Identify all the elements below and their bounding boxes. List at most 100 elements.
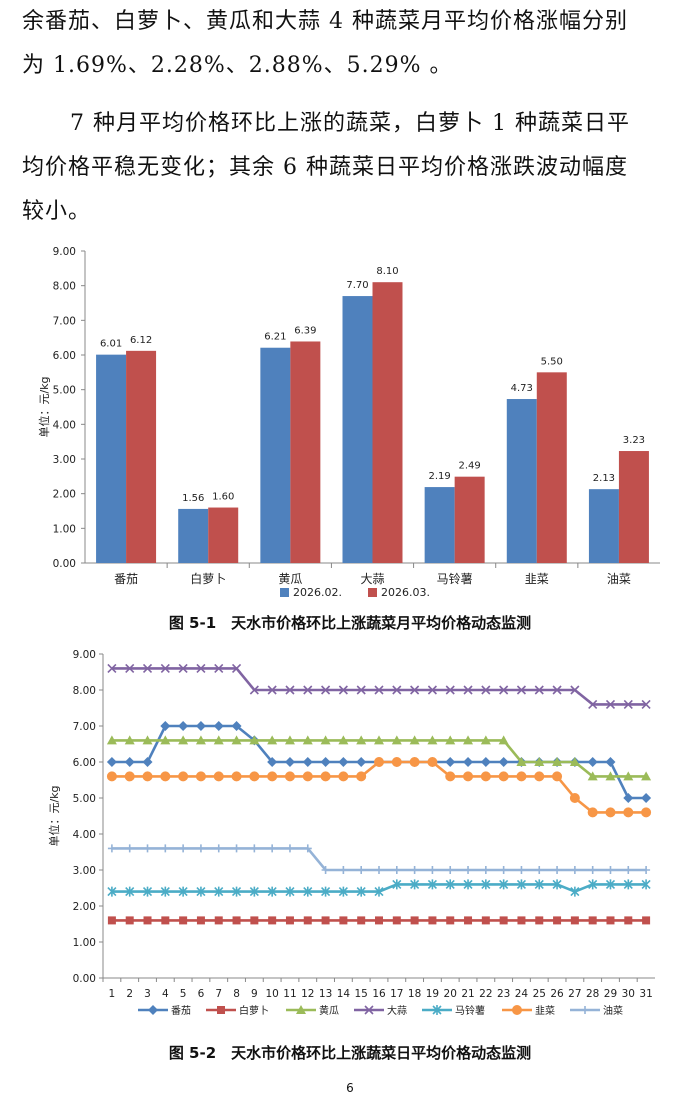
y-tick-label: 8.00 (73, 685, 96, 697)
category-label: 黄瓜 (278, 572, 302, 586)
data-point (339, 866, 348, 874)
data-point (143, 844, 152, 853)
data-point (480, 771, 491, 782)
legend-label: 2026.03. (381, 586, 430, 599)
data-point (499, 685, 509, 695)
daily-price-line-chart: 0.00 1.00 2.00 3.00 4.00 5.00 6.00 7.00 8.00 9.00… (47, 649, 655, 1017)
data-point (125, 844, 134, 853)
data-point (284, 771, 295, 782)
data-point (516, 771, 527, 782)
x-tick-label: 27 (568, 988, 581, 1000)
data-point (642, 916, 651, 925)
data-point (249, 886, 259, 897)
data-point (142, 771, 153, 782)
data-point (302, 771, 313, 782)
x-tick-label: 5 (180, 988, 187, 1000)
y-axis-label: 单位：元/kg (37, 376, 51, 437)
data-point (641, 793, 652, 803)
bar (536, 372, 567, 563)
x-tick-label: 4 (162, 988, 169, 1000)
data-point (196, 916, 205, 925)
figure-5-1-caption: 图 5-1 天水市价格环比上涨蔬菜月平均价格动态监测 (168, 614, 532, 632)
category-label: 油菜 (607, 572, 631, 586)
data-point (409, 757, 420, 767)
data-point (107, 844, 116, 853)
y-tick-label: 0.00 (53, 558, 76, 570)
data-point (623, 699, 633, 709)
x-tick-label: 20 (444, 988, 457, 1000)
data-point (392, 866, 401, 874)
data-point (410, 685, 420, 695)
x-tick-label: 1 (109, 988, 116, 1000)
data-point (338, 757, 349, 767)
data-point (481, 879, 491, 890)
y-tick-label: 1.00 (53, 523, 76, 535)
x-tick-label: 17 (390, 988, 403, 1000)
data-point (231, 735, 242, 745)
data-point (320, 771, 331, 782)
bar-value-label: 5.50 (541, 356, 563, 367)
data-point (641, 699, 651, 709)
bar-value-label: 6.12 (130, 335, 152, 346)
data-point (250, 916, 259, 925)
bar (208, 507, 239, 563)
data-point (179, 916, 188, 925)
x-tick-label: 11 (283, 988, 296, 1000)
data-point (357, 916, 366, 925)
paragraph-2-line-2: 均价格平稳无变化；其余 6 种蔬菜日平均价格涨跌波动幅度 (22, 155, 628, 180)
data-point (320, 735, 331, 745)
x-tick-label: 6 (198, 988, 205, 1000)
data-point (428, 916, 437, 925)
data-point (160, 886, 170, 897)
data-point (534, 771, 545, 782)
data-point (107, 663, 117, 673)
legend-item: 韭菜 (502, 1005, 555, 1017)
data-point (498, 757, 509, 767)
bar-value-label: 4.73 (511, 383, 533, 394)
data-point (302, 757, 313, 767)
data-point (321, 886, 331, 897)
legend-item: 番茄 (138, 1004, 191, 1017)
data-point (107, 886, 117, 897)
data-point (268, 916, 277, 925)
bar-value-label: 6.21 (264, 332, 286, 343)
x-tick-label: 30 (622, 988, 635, 1000)
data-point (553, 916, 562, 925)
bar-value-label: 2.19 (429, 471, 451, 482)
x-tick-label: 21 (461, 988, 474, 1000)
legend-marker (432, 1005, 442, 1015)
data-point (481, 685, 491, 695)
data-point (427, 757, 438, 767)
data-point (498, 771, 509, 782)
data-point (427, 685, 437, 695)
data-point (249, 771, 260, 782)
bar (260, 347, 291, 563)
data-point (427, 735, 438, 745)
legend-label: 黄瓜 (319, 1004, 339, 1017)
legend-item: 油菜 (570, 1004, 623, 1017)
x-tick-label: 15 (355, 988, 368, 1000)
data-point (641, 879, 651, 890)
data-point (196, 663, 206, 673)
data-point (267, 771, 278, 782)
data-point (445, 879, 455, 890)
data-point (213, 771, 224, 782)
data-point (516, 685, 527, 695)
data-point (410, 879, 420, 890)
legend-label: 大蒜 (387, 1004, 407, 1017)
data-point (499, 866, 508, 874)
data-point (623, 771, 634, 781)
data-point (427, 879, 437, 890)
data-point (605, 771, 616, 781)
data-point (375, 916, 383, 925)
data-point (213, 721, 224, 731)
data-point (106, 771, 117, 782)
bar-value-label: 6.01 (100, 339, 122, 350)
data-point (321, 685, 331, 695)
data-point (480, 735, 491, 745)
data-point (374, 735, 384, 745)
legend-marker (148, 1005, 158, 1015)
x-tick-label: 3 (144, 988, 151, 1000)
data-point (480, 757, 491, 767)
data-point (463, 757, 474, 767)
